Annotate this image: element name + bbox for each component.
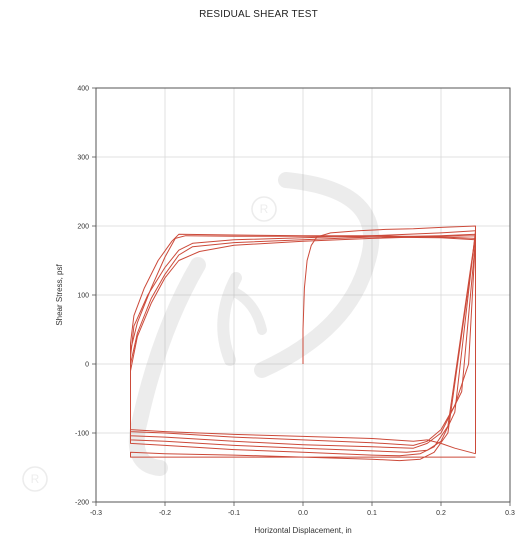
svg-text:R: R bbox=[260, 202, 269, 216]
series-group bbox=[130, 225, 476, 462]
svg-text:R: R bbox=[31, 472, 40, 486]
plot-frame bbox=[95, 87, 511, 503]
x-tick-label: 0.0 bbox=[298, 510, 308, 517]
y-tick-label: 400 bbox=[77, 86, 89, 93]
x-tick-label: 0.1 bbox=[367, 510, 377, 517]
y-tick-labels: -200 -100 0 100 200 300 400 bbox=[75, 86, 89, 507]
x-tick-label: 0.2 bbox=[436, 510, 446, 517]
x-tick-label: -0.2 bbox=[159, 510, 171, 517]
y-tick-label: 0 bbox=[85, 362, 89, 369]
y-tick-label: -100 bbox=[75, 431, 89, 438]
y-tick-label: -200 bbox=[75, 500, 89, 507]
ticks bbox=[92, 87, 511, 506]
series-line-4 bbox=[130, 230, 476, 449]
series-line-5 bbox=[130, 230, 476, 453]
x-tick-label: 0.3 bbox=[505, 510, 515, 517]
series-line-2 bbox=[130, 233, 476, 455]
x-axis-title: Horizontal Displacement, in bbox=[254, 526, 351, 535]
series-line-7 bbox=[130, 235, 476, 462]
x-tick-labels: -0.3 -0.2 -0.1 0.0 0.1 0.2 0.3 bbox=[90, 510, 515, 517]
series-line-1 bbox=[302, 225, 476, 454]
x-tick-label: -0.3 bbox=[90, 510, 102, 517]
y-tick-label: 100 bbox=[77, 293, 89, 300]
y-tick-label: 300 bbox=[77, 155, 89, 162]
y-axis-title: Shear Stress, psf bbox=[55, 264, 64, 326]
series-line-6 bbox=[130, 234, 476, 457]
y-tick-label: 200 bbox=[77, 224, 89, 231]
watermark-logo: R R bbox=[22, 172, 380, 492]
chart-title: RESIDUAL SHEAR TEST bbox=[199, 9, 318, 20]
x-tick-label: -0.1 bbox=[228, 510, 240, 517]
